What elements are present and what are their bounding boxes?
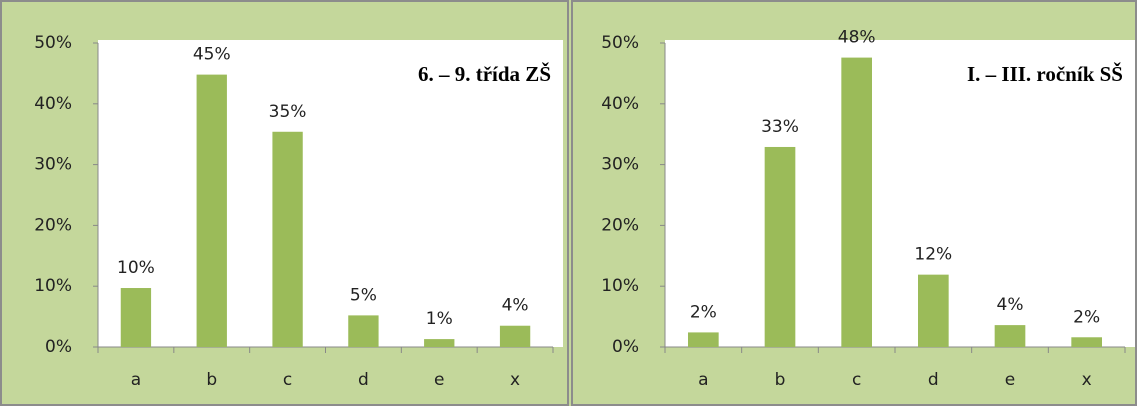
x-tick-label: x <box>510 370 520 390</box>
data-label: 5% <box>350 285 377 305</box>
data-label: 1% <box>426 309 453 329</box>
y-tick-label: 50% <box>34 33 72 53</box>
panel-border <box>0 0 569 406</box>
bar <box>1071 337 1102 347</box>
bar <box>918 274 949 347</box>
data-label: 2% <box>690 302 717 322</box>
x-tick-label: e <box>1005 370 1015 390</box>
y-tick-label: 30% <box>601 155 639 175</box>
x-tick-label: e <box>434 370 444 390</box>
y-tick-label: 30% <box>34 155 72 175</box>
data-label: 10% <box>117 258 155 278</box>
bar <box>196 74 227 347</box>
bar <box>499 325 531 347</box>
y-tick-label: 40% <box>601 94 639 114</box>
y-tick-label: 10% <box>601 276 639 296</box>
data-label: 2% <box>1073 307 1100 327</box>
bar <box>348 315 379 347</box>
bar <box>272 131 303 347</box>
bar <box>994 325 1026 347</box>
y-tick-label: 0% <box>612 337 639 357</box>
bar <box>764 146 796 347</box>
bar <box>841 57 872 347</box>
x-tick-label: b <box>206 370 217 390</box>
y-tick-label: 40% <box>34 94 72 114</box>
bar <box>424 339 455 347</box>
y-tick-label: 10% <box>34 276 72 296</box>
plot-area <box>98 40 563 347</box>
chart-title: 6. – 9. třída ZŠ <box>418 62 551 86</box>
panel-border <box>571 0 1137 406</box>
plot-area <box>665 40 1135 347</box>
data-label: 4% <box>997 295 1024 315</box>
data-label: 45% <box>193 45 231 65</box>
bar <box>120 288 152 347</box>
y-tick-label: 0% <box>45 337 72 357</box>
data-label: 48% <box>838 28 876 48</box>
x-tick-label: c <box>283 370 292 390</box>
x-tick-label: d <box>358 370 369 390</box>
data-label: 4% <box>502 296 529 316</box>
bar <box>688 332 719 347</box>
x-tick-label: b <box>775 370 786 390</box>
y-tick-label: 20% <box>34 215 72 235</box>
chart-title: I. – III. ročník SŠ <box>967 62 1123 86</box>
x-tick-label: d <box>928 370 939 390</box>
data-label: 33% <box>761 117 799 137</box>
x-tick-label: a <box>131 370 141 390</box>
x-tick-label: a <box>698 370 708 390</box>
y-tick-label: 50% <box>601 33 639 53</box>
y-tick-label: 20% <box>601 215 639 235</box>
data-label: 12% <box>914 245 952 265</box>
data-label: 35% <box>269 102 307 122</box>
x-tick-label: c <box>852 370 861 390</box>
x-tick-label: x <box>1082 370 1092 390</box>
